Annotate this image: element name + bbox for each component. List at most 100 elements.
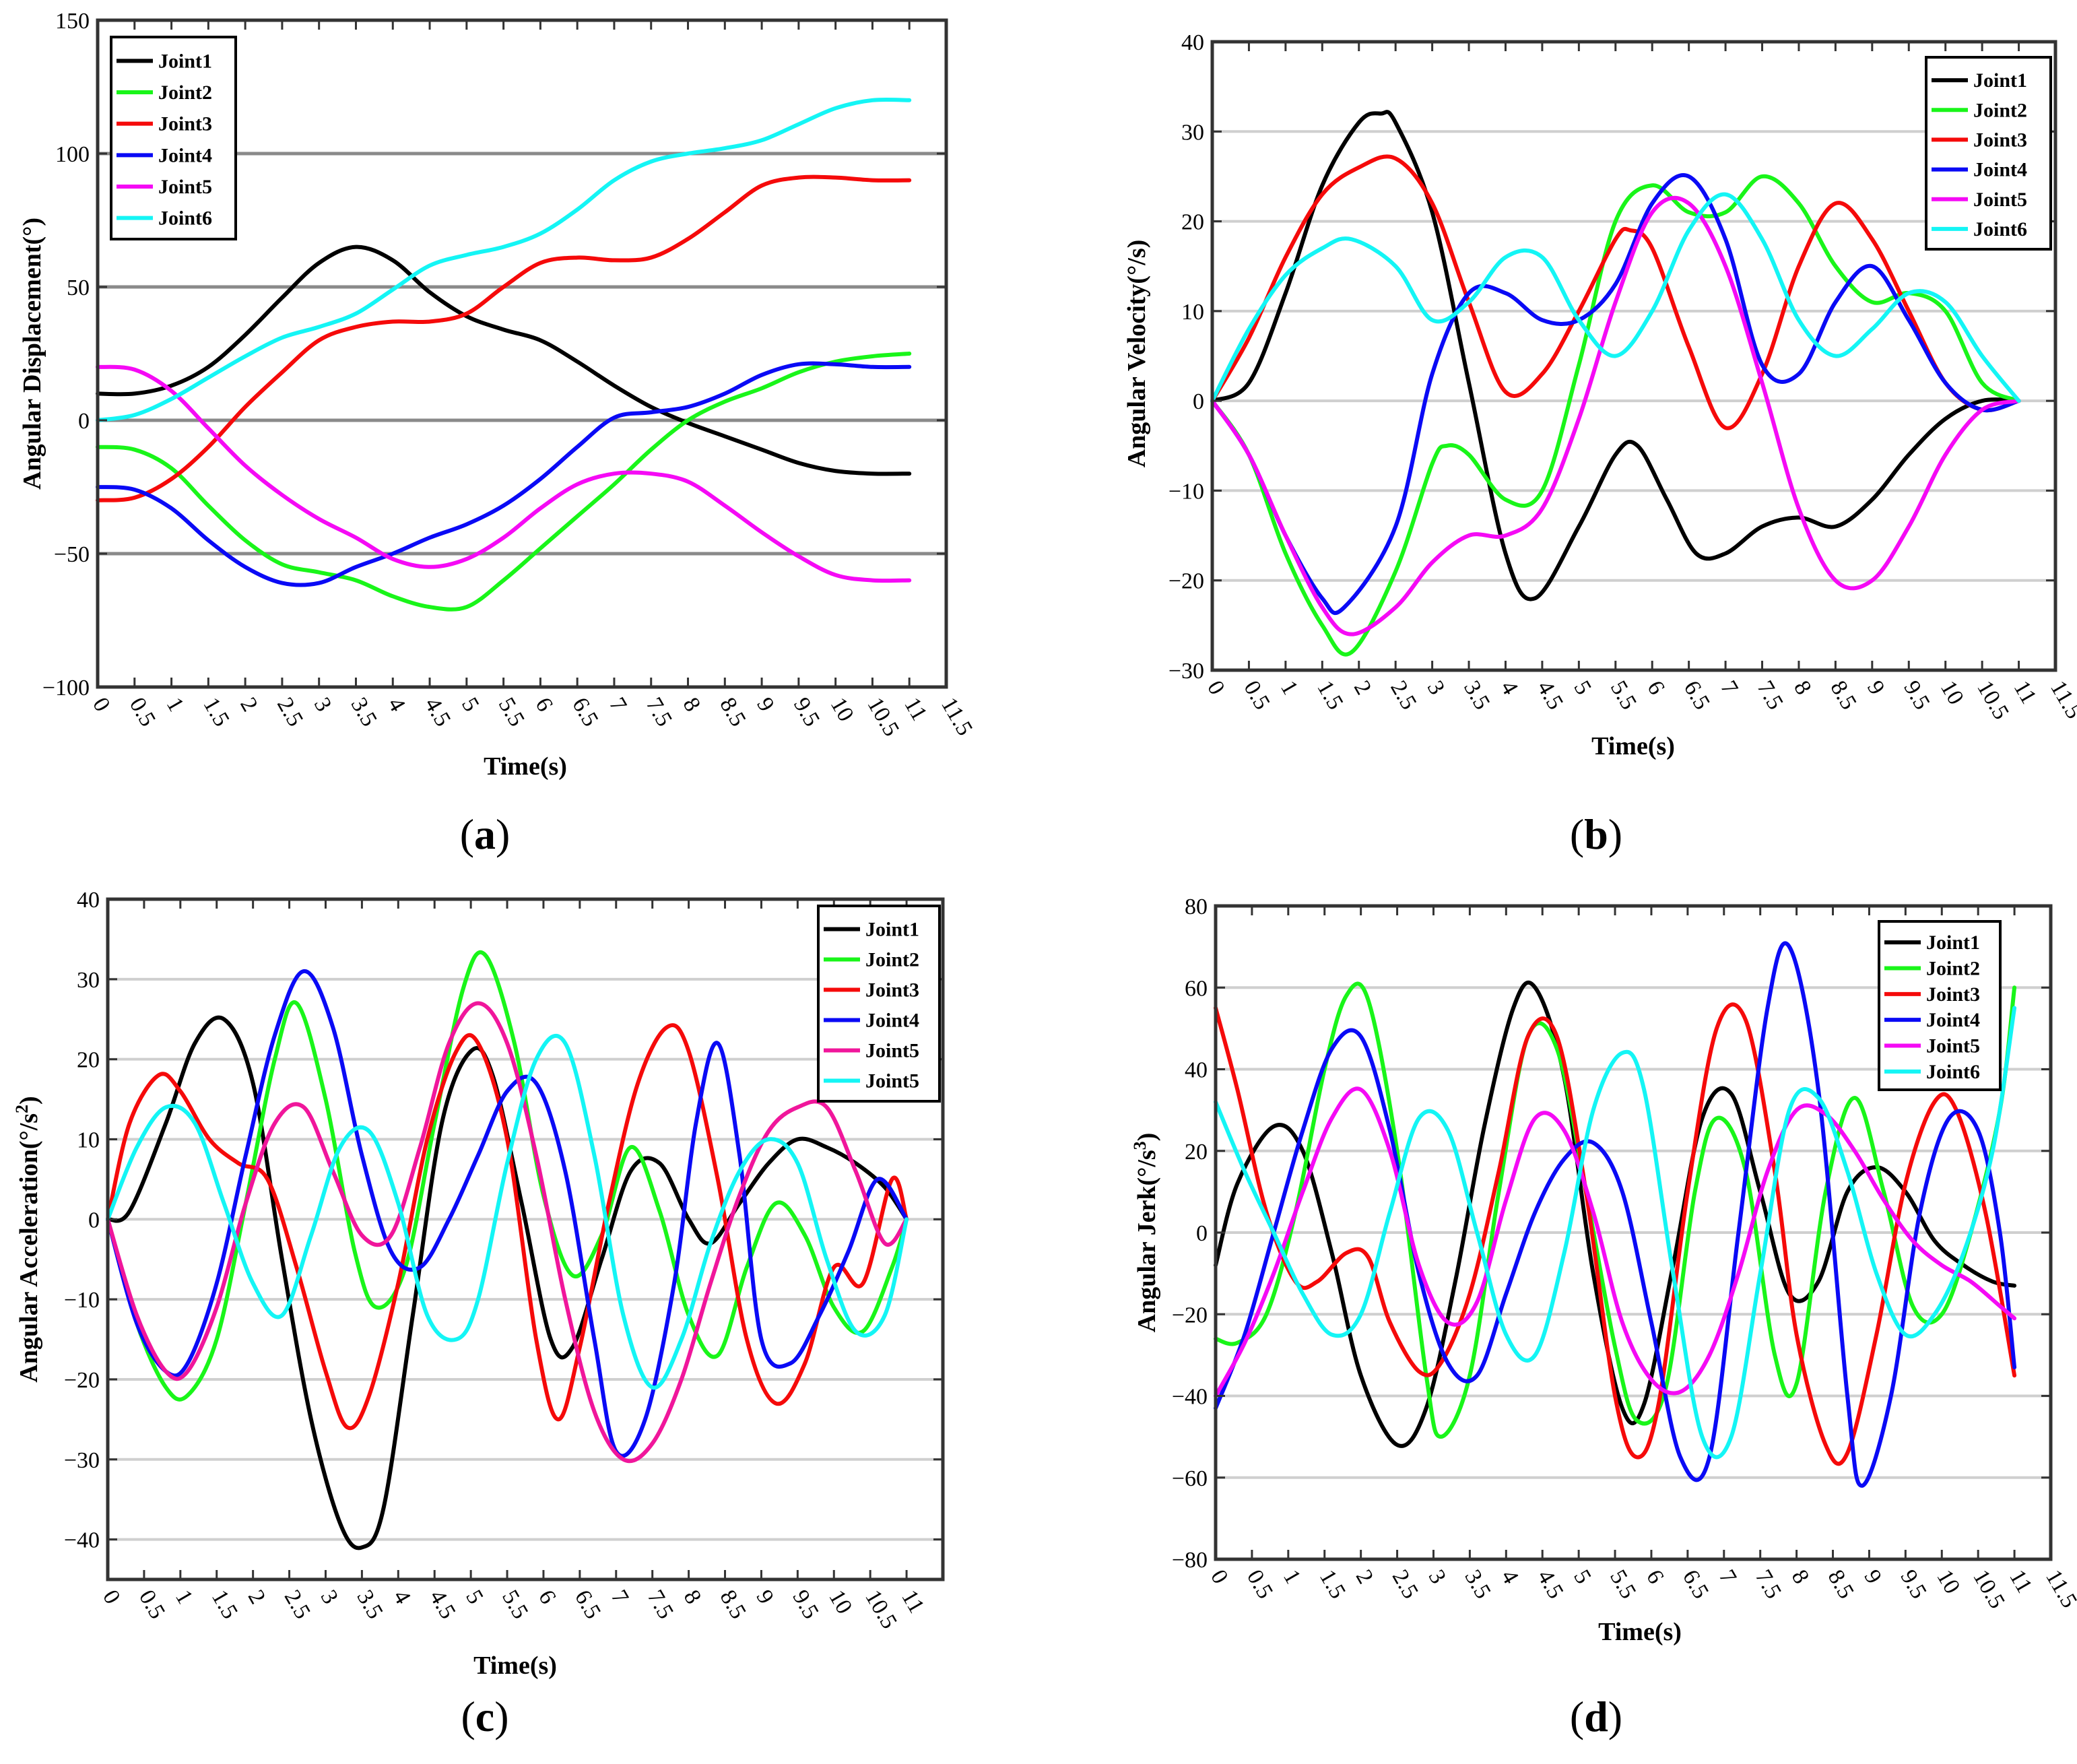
legend-label: Joint4 <box>865 1010 919 1032</box>
y-tick-label: 60 <box>1185 976 1208 1001</box>
x-tick-label: 10.5 <box>1968 1566 2010 1613</box>
x-tick-label: 8 <box>1787 1566 1814 1588</box>
legend-label: Joint1 <box>158 50 212 72</box>
series-line-joint4 <box>96 361 912 587</box>
legend-label: Joint6 <box>1926 1061 1980 1083</box>
x-tick-label: 9 <box>752 1586 779 1608</box>
x-tick-label: 6 <box>1642 677 1670 699</box>
x-tick-label: 5 <box>461 1586 488 1608</box>
x-tick-label: 1.5 <box>207 1586 242 1623</box>
x-tick-label: 3.5 <box>352 1586 387 1623</box>
x-tick-label: 0.5 <box>134 1586 170 1623</box>
x-tick-label: 6.5 <box>570 1586 605 1623</box>
x-tick-label: 6.5 <box>567 694 603 731</box>
x-tick-label: 3 <box>1424 1566 1451 1588</box>
x-tick-label: 0 <box>98 1586 125 1608</box>
x-tick-label: 11.5 <box>936 694 977 740</box>
x-tick-label: 2 <box>1351 1566 1379 1588</box>
x-tick-label: 8.5 <box>715 694 750 731</box>
x-tick-label: 8 <box>679 1586 706 1608</box>
y-tick-label: 10 <box>1181 300 1204 325</box>
legend: Joint1 Joint2 Joint3 Joint4 Joint5 Joint6 <box>110 36 237 240</box>
legend-label: Joint5 <box>865 1070 919 1092</box>
series-line-joint1 <box>1214 980 2017 1448</box>
series-line-joint5 <box>1214 1086 2017 1398</box>
x-tick-label: 7 <box>604 694 632 716</box>
y-tick-label: 150 <box>55 9 90 34</box>
series-line-joint5 <box>96 364 912 583</box>
plot-frame <box>96 18 948 689</box>
legend-label: Joint5 <box>1926 1035 1980 1057</box>
y-tick-label: −80 <box>1172 1548 1208 1573</box>
x-tick-label: 10 <box>826 694 859 726</box>
series-line-joint6 <box>1214 1006 2017 1460</box>
x-tick-label: 11 <box>896 1586 929 1618</box>
x-tick-label: 5.5 <box>497 1586 533 1623</box>
x-tick-label: 10 <box>1932 1566 1965 1598</box>
series-line-joint1 <box>1210 110 2021 601</box>
x-tick-label: 8 <box>678 694 706 716</box>
x-tick-label: 7.5 <box>642 1586 678 1623</box>
x-tick-label: 8.5 <box>715 1586 751 1623</box>
x-tick-label: 0 <box>88 694 115 716</box>
x-tick-label: 4 <box>1496 677 1523 699</box>
legend-label: Joint6 <box>1973 218 2027 240</box>
x-tick-label: 3 <box>1422 677 1450 699</box>
series-line-joint2 <box>1214 981 2017 1439</box>
legend-box <box>817 905 941 1103</box>
y-tick-label: 0 <box>88 1208 100 1233</box>
panel-label: (b) <box>1570 810 1622 858</box>
y-tick-label: −30 <box>64 1448 100 1473</box>
x-tick-label: 3 <box>309 694 337 716</box>
x-tick-label: 2 <box>235 694 263 716</box>
x-axis-label: Time(s) <box>473 1652 557 1680</box>
x-tick-label: 1.5 <box>1312 677 1348 714</box>
y-tick-label: 30 <box>1181 120 1204 145</box>
y-tick-label: −20 <box>1172 1303 1208 1328</box>
x-tick-label: 11 <box>899 694 931 725</box>
y-tick-label: 0 <box>1196 1221 1208 1246</box>
y-axis-label: Angular Acceleration(°/s2) <box>12 1096 43 1382</box>
y-tick-label: 20 <box>1181 210 1204 235</box>
x-tick-label: 7 <box>606 1586 634 1608</box>
series-line-joint4 <box>1210 173 2021 615</box>
x-tick-label: 5 <box>1569 1566 1596 1588</box>
x-tick-label: 4.5 <box>420 694 455 731</box>
legend-label: Joint5 <box>865 1040 919 1062</box>
x-tick-label: 2.5 <box>1385 677 1421 714</box>
x-tick-label: 1 <box>1276 677 1303 699</box>
x-axis-label: Time(s) <box>1598 1618 1682 1646</box>
x-tick-label: 4.5 <box>1532 677 1568 714</box>
x-tick-label: 9 <box>1862 677 1890 699</box>
series-line-joint5 <box>106 1033 909 1390</box>
x-tick-label: 5.5 <box>1605 1566 1641 1603</box>
y-tick-label: 20 <box>77 1048 100 1073</box>
legend-label: Joint3 <box>158 113 212 135</box>
x-tick-label: 7.5 <box>641 694 677 731</box>
y-tick-label: −20 <box>64 1368 100 1393</box>
x-tick-label: 6 <box>530 694 558 716</box>
series-line-joint6 <box>1210 192 2021 403</box>
series-line-joint3 <box>96 174 912 502</box>
y-tick-label: −20 <box>1168 569 1204 594</box>
x-tick-label: 6 <box>533 1586 561 1608</box>
x-tick-label: 2 <box>1349 677 1377 699</box>
x-tick-label: 2.5 <box>272 694 308 731</box>
x-tick-label: 4 <box>1496 1566 1523 1588</box>
series-line-joint1 <box>106 1015 909 1550</box>
y-tick-label: 0 <box>1193 389 1204 414</box>
x-tick-label: 0.5 <box>1242 1566 1278 1603</box>
legend-label: Joint5 <box>1973 189 2027 211</box>
x-tick-label: 4.5 <box>424 1586 460 1623</box>
x-tick-label: 10 <box>1936 677 1969 709</box>
y-tick-label: 40 <box>1185 1058 1208 1083</box>
y-tick-label: 10 <box>77 1128 100 1152</box>
legend-box <box>110 36 237 240</box>
x-tick-label: 6 <box>1641 1566 1669 1588</box>
series-line-joint1 <box>96 244 912 476</box>
x-tick-label: 8.5 <box>1823 1566 1859 1603</box>
x-tick-label: 0 <box>1206 1566 1233 1588</box>
